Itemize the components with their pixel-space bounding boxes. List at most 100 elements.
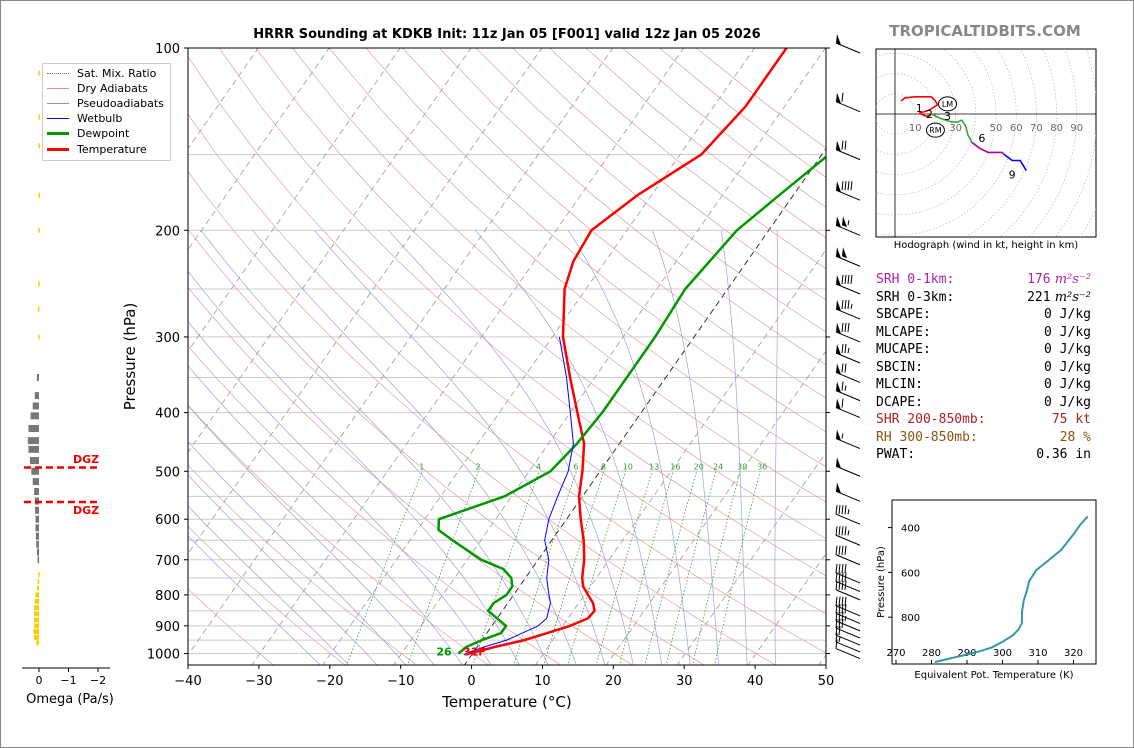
wind-barb-full [850,274,853,285]
wind-barb-shaft [835,572,861,584]
hodograph-height-label: 1 [916,102,923,115]
isotherm-line [463,147,826,665]
wind-barb-flag [836,34,841,45]
wind-barb [835,274,861,295]
theta-e-y-axis-label: Pressure (hPa) [876,546,887,618]
omega-bar [38,281,40,287]
wind-barb-flag [836,274,841,286]
param-row: MUCAPE: 0 J/kg [876,342,1091,360]
wind-barb-full [841,363,844,373]
wind-barb-full [844,363,847,373]
param-number: 0 J/kg [1044,307,1091,322]
x-tick-label: −30 [245,674,272,689]
mixing-ratio-label: 36 [757,462,767,471]
param-value: 221 m²s⁻² [1027,290,1091,305]
wind-barb-flag [836,140,841,152]
wind-barb-full [835,632,838,642]
surface-dewpoint-label: 26 [436,646,452,659]
wind-barb [835,92,861,113]
omega-bar [35,515,39,523]
wind-barb-flag [836,181,841,193]
wind-barb [835,363,861,383]
hodograph-ring-label: 50 [990,123,1003,134]
param-value: 28 % [1060,430,1091,445]
chart-title: HRRR Sounding at KDKB Init: 11z Jan 05 [… [253,27,761,42]
dry-adiabat-line [328,48,826,468]
wind-barb-full [835,596,838,606]
mixing-ratio-line [567,471,627,665]
wind-barb-shaft [835,534,861,546]
wind-barb-shaft [835,352,861,364]
wind-barb-full [835,639,838,649]
wind-barb-shaft [835,224,861,236]
hodograph-ring-label: 60 [1010,123,1023,134]
mixing-ratio-label: 8 [601,462,606,471]
wind-barb-full [835,563,838,573]
hodograph-trace [918,112,932,117]
param-number: 75 kt [1051,412,1091,427]
y-tick-label: 600 [155,513,180,528]
series-dewpoint [437,155,826,655]
omega-bar [38,114,40,120]
wind-barb [835,429,861,450]
pseudoadiabat-line [774,230,778,665]
y-tick-label: 900 [155,620,180,635]
omega-bar [34,611,39,617]
dry-adiabat-line [188,286,633,665]
wind-barb-full [844,274,847,285]
dry-adiabat-line [512,48,826,301]
pseudoadiabat-line [188,365,463,665]
omega-bar [30,412,39,420]
theta-e-x-tick-label: 320 [1064,648,1083,659]
hodograph-trace [971,141,1005,155]
hodograph-trace [900,96,939,114]
mixing-ratio-line [595,471,653,665]
x-tick-label: −10 [387,674,414,689]
wind-barb-half [847,220,850,226]
param-row: PWAT: 0.36 in [876,447,1091,465]
wind-barb [835,545,861,566]
param-value: 75 kt [1052,412,1091,427]
omega-bar [29,457,39,465]
wind-barb-full [838,563,841,573]
param-label: MLCIN: [876,377,923,392]
param-label: MUCAPE: [876,342,931,357]
theta-e-x-tick-label: 280 [922,648,941,659]
hodograph-ring-label: 30 [949,123,962,134]
wind-barb-shaft [835,372,861,383]
wind-barb-shaft [835,634,861,646]
omega-bar [37,556,40,564]
isotherm-line [188,48,614,656]
wind-barb-full [838,619,841,629]
wind-barb [835,563,861,584]
omega-bar [34,598,39,604]
wind-barb-shaft [835,612,861,624]
x-tick-label: −40 [174,674,201,689]
wind-barb-full [844,526,847,536]
wind-barb-full [835,572,838,582]
mixing-ratio-line [619,471,674,665]
wind-barb-full [844,596,847,606]
mixing-ratio-line [665,471,717,665]
pseudoadiabat-line [188,405,435,665]
y-axis-label: Pressure (hPa) [121,303,139,411]
wind-barb-full [844,343,847,354]
wind-barb-full [847,181,850,191]
theta-e-x-tick-label: 300 [993,648,1012,659]
wind-barb-full [841,381,844,391]
wind-barb-full [847,322,850,332]
wind-barb [835,626,861,646]
omega-bar [37,306,40,312]
wind-barb-shaft [835,283,861,295]
omega-bar [32,478,39,486]
mixing-ratio-line [692,471,741,665]
theta-e-line [934,515,1089,663]
param-value: 0 J/kg [1044,395,1091,410]
y-tick-label: 800 [155,589,180,604]
x-tick-label: 40 [747,674,764,689]
wind-barb-full [841,526,844,536]
wind-barb [835,343,861,364]
omega-bar [36,540,39,548]
storm-motion-marker [938,96,958,112]
y-tick-label: 300 [155,331,180,346]
